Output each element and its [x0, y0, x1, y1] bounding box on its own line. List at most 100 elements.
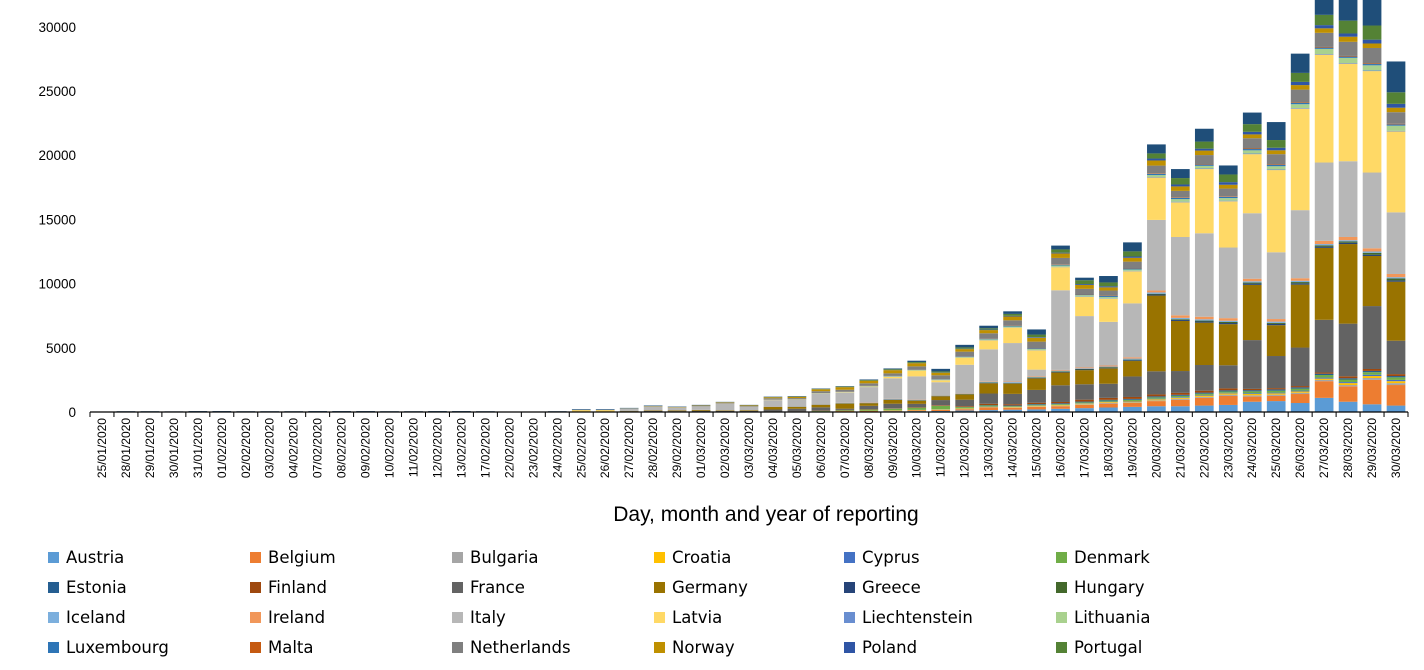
legend-swatch: [844, 611, 855, 623]
legend-swatch: [452, 551, 463, 563]
bar-segment: [1194, 233, 1214, 317]
bar-segment: [1266, 356, 1286, 389]
bar-segment: [1194, 405, 1214, 412]
bar-segment: [859, 387, 879, 403]
bar-segment: [1266, 164, 1286, 165]
bar-segment: [1338, 244, 1358, 324]
x-tick-label: 13/03/2020: [982, 418, 996, 478]
bar-segment: [1123, 361, 1142, 377]
bar-segment: [1218, 201, 1238, 248]
bar-segment: [859, 379, 879, 380]
x-tick-label: 04/02/2020: [287, 418, 301, 478]
bar-segment: [1338, 33, 1358, 37]
bar-segment: [1027, 409, 1046, 412]
bar-segment: [571, 410, 591, 412]
bar-segment: [1123, 261, 1142, 269]
bar-segment: [1099, 298, 1118, 322]
bar-segment: [1314, 375, 1334, 378]
bar-segment: [1194, 393, 1214, 395]
bar-segment: [1027, 404, 1046, 406]
bar-segment: [1266, 147, 1286, 151]
bar-segment: [1171, 406, 1190, 412]
x-tick-label: 30/03/2020: [1389, 418, 1403, 478]
legend-label: Latvia: [672, 607, 723, 627]
bar-segment: [835, 386, 855, 388]
bar-segment: [1266, 321, 1286, 323]
bar-segment: [1242, 282, 1262, 284]
bar-segment: [691, 404, 711, 406]
bar-segment: [1171, 202, 1190, 237]
bar-segment: [1147, 177, 1166, 220]
bar-segment: [1075, 401, 1094, 403]
bar-segment: [1194, 164, 1214, 166]
bar-segment: [571, 409, 591, 411]
bar-segment: [1314, 240, 1334, 245]
bar-segment: [1386, 280, 1406, 282]
bar-segment: [643, 406, 663, 411]
legend-item: Estonia: [48, 576, 127, 598]
bar-segment: [1051, 290, 1070, 370]
bar-segment: [1075, 402, 1094, 404]
bar-segment: [1003, 393, 1022, 405]
bar-segment: [1194, 141, 1214, 149]
bar-segment: [1123, 256, 1142, 258]
bar-segment: [1123, 396, 1142, 399]
bar-segment: [1362, 404, 1382, 412]
x-tick-label: 03/03/2020: [742, 418, 756, 478]
bar-segment: [1194, 316, 1214, 320]
bar-segment: [1051, 405, 1070, 406]
bar-segment: [883, 376, 903, 379]
legend-swatch: [844, 641, 855, 653]
bar-segment: [1194, 322, 1214, 365]
bar-segment: [1338, 236, 1358, 241]
bar-segment: [1338, 63, 1358, 162]
legend-label: Norway: [672, 637, 735, 657]
bar-segment: [739, 406, 759, 411]
bar-segment: [1147, 401, 1166, 407]
bar-segment: [955, 394, 975, 400]
legend-label: Ireland: [268, 607, 326, 627]
bar-segment: [1314, 372, 1334, 374]
bar-segment: [1147, 394, 1166, 397]
bar-segment: [1099, 276, 1118, 283]
bar-segment: [1051, 408, 1070, 412]
bar-segment: [1099, 282, 1118, 287]
bar-segment: [1386, 92, 1406, 104]
bar-stack: [715, 401, 735, 412]
bar-segment: [1314, 378, 1334, 380]
bar-segment: [1290, 280, 1310, 283]
bar-segment: [955, 351, 975, 357]
bar-segment: [1386, 278, 1406, 281]
bar-segment: [1147, 158, 1166, 161]
bar-segment: [787, 398, 807, 400]
x-tick-label: 26/03/2020: [1293, 418, 1307, 478]
bar-segment: [1314, 14, 1334, 26]
bar-segment: [1242, 213, 1262, 279]
bar-segment: [739, 410, 759, 411]
bar-segment: [1051, 252, 1070, 254]
bar-segment: [1218, 390, 1238, 392]
bar-segment: [1338, 376, 1358, 379]
bar-segment: [859, 380, 879, 384]
bar-stack: [835, 386, 855, 412]
bar-segment: [1099, 402, 1118, 404]
bar-segment: [1218, 323, 1238, 325]
bar-segment: [1171, 236, 1190, 316]
bar-segment: [1171, 199, 1190, 202]
bar-segment: [1290, 388, 1310, 391]
bar-segment: [955, 344, 975, 348]
bar-segment: [1027, 406, 1046, 407]
bar-segment: [595, 409, 615, 411]
legend-swatch: [654, 551, 665, 563]
x-tick-label: 11/02/2020: [407, 418, 421, 477]
bar-segment: [1194, 169, 1214, 234]
bar-segment: [1218, 388, 1238, 391]
bar-segment: [1171, 319, 1190, 321]
bar-segment: [1362, 255, 1382, 307]
bar-segment: [1099, 402, 1118, 403]
y-tick-label: 20000: [38, 148, 76, 163]
bar-segment: [1003, 381, 1022, 383]
bar-segment: [1075, 369, 1094, 371]
legend-swatch: [654, 611, 665, 623]
bar-segment: [1290, 284, 1310, 348]
